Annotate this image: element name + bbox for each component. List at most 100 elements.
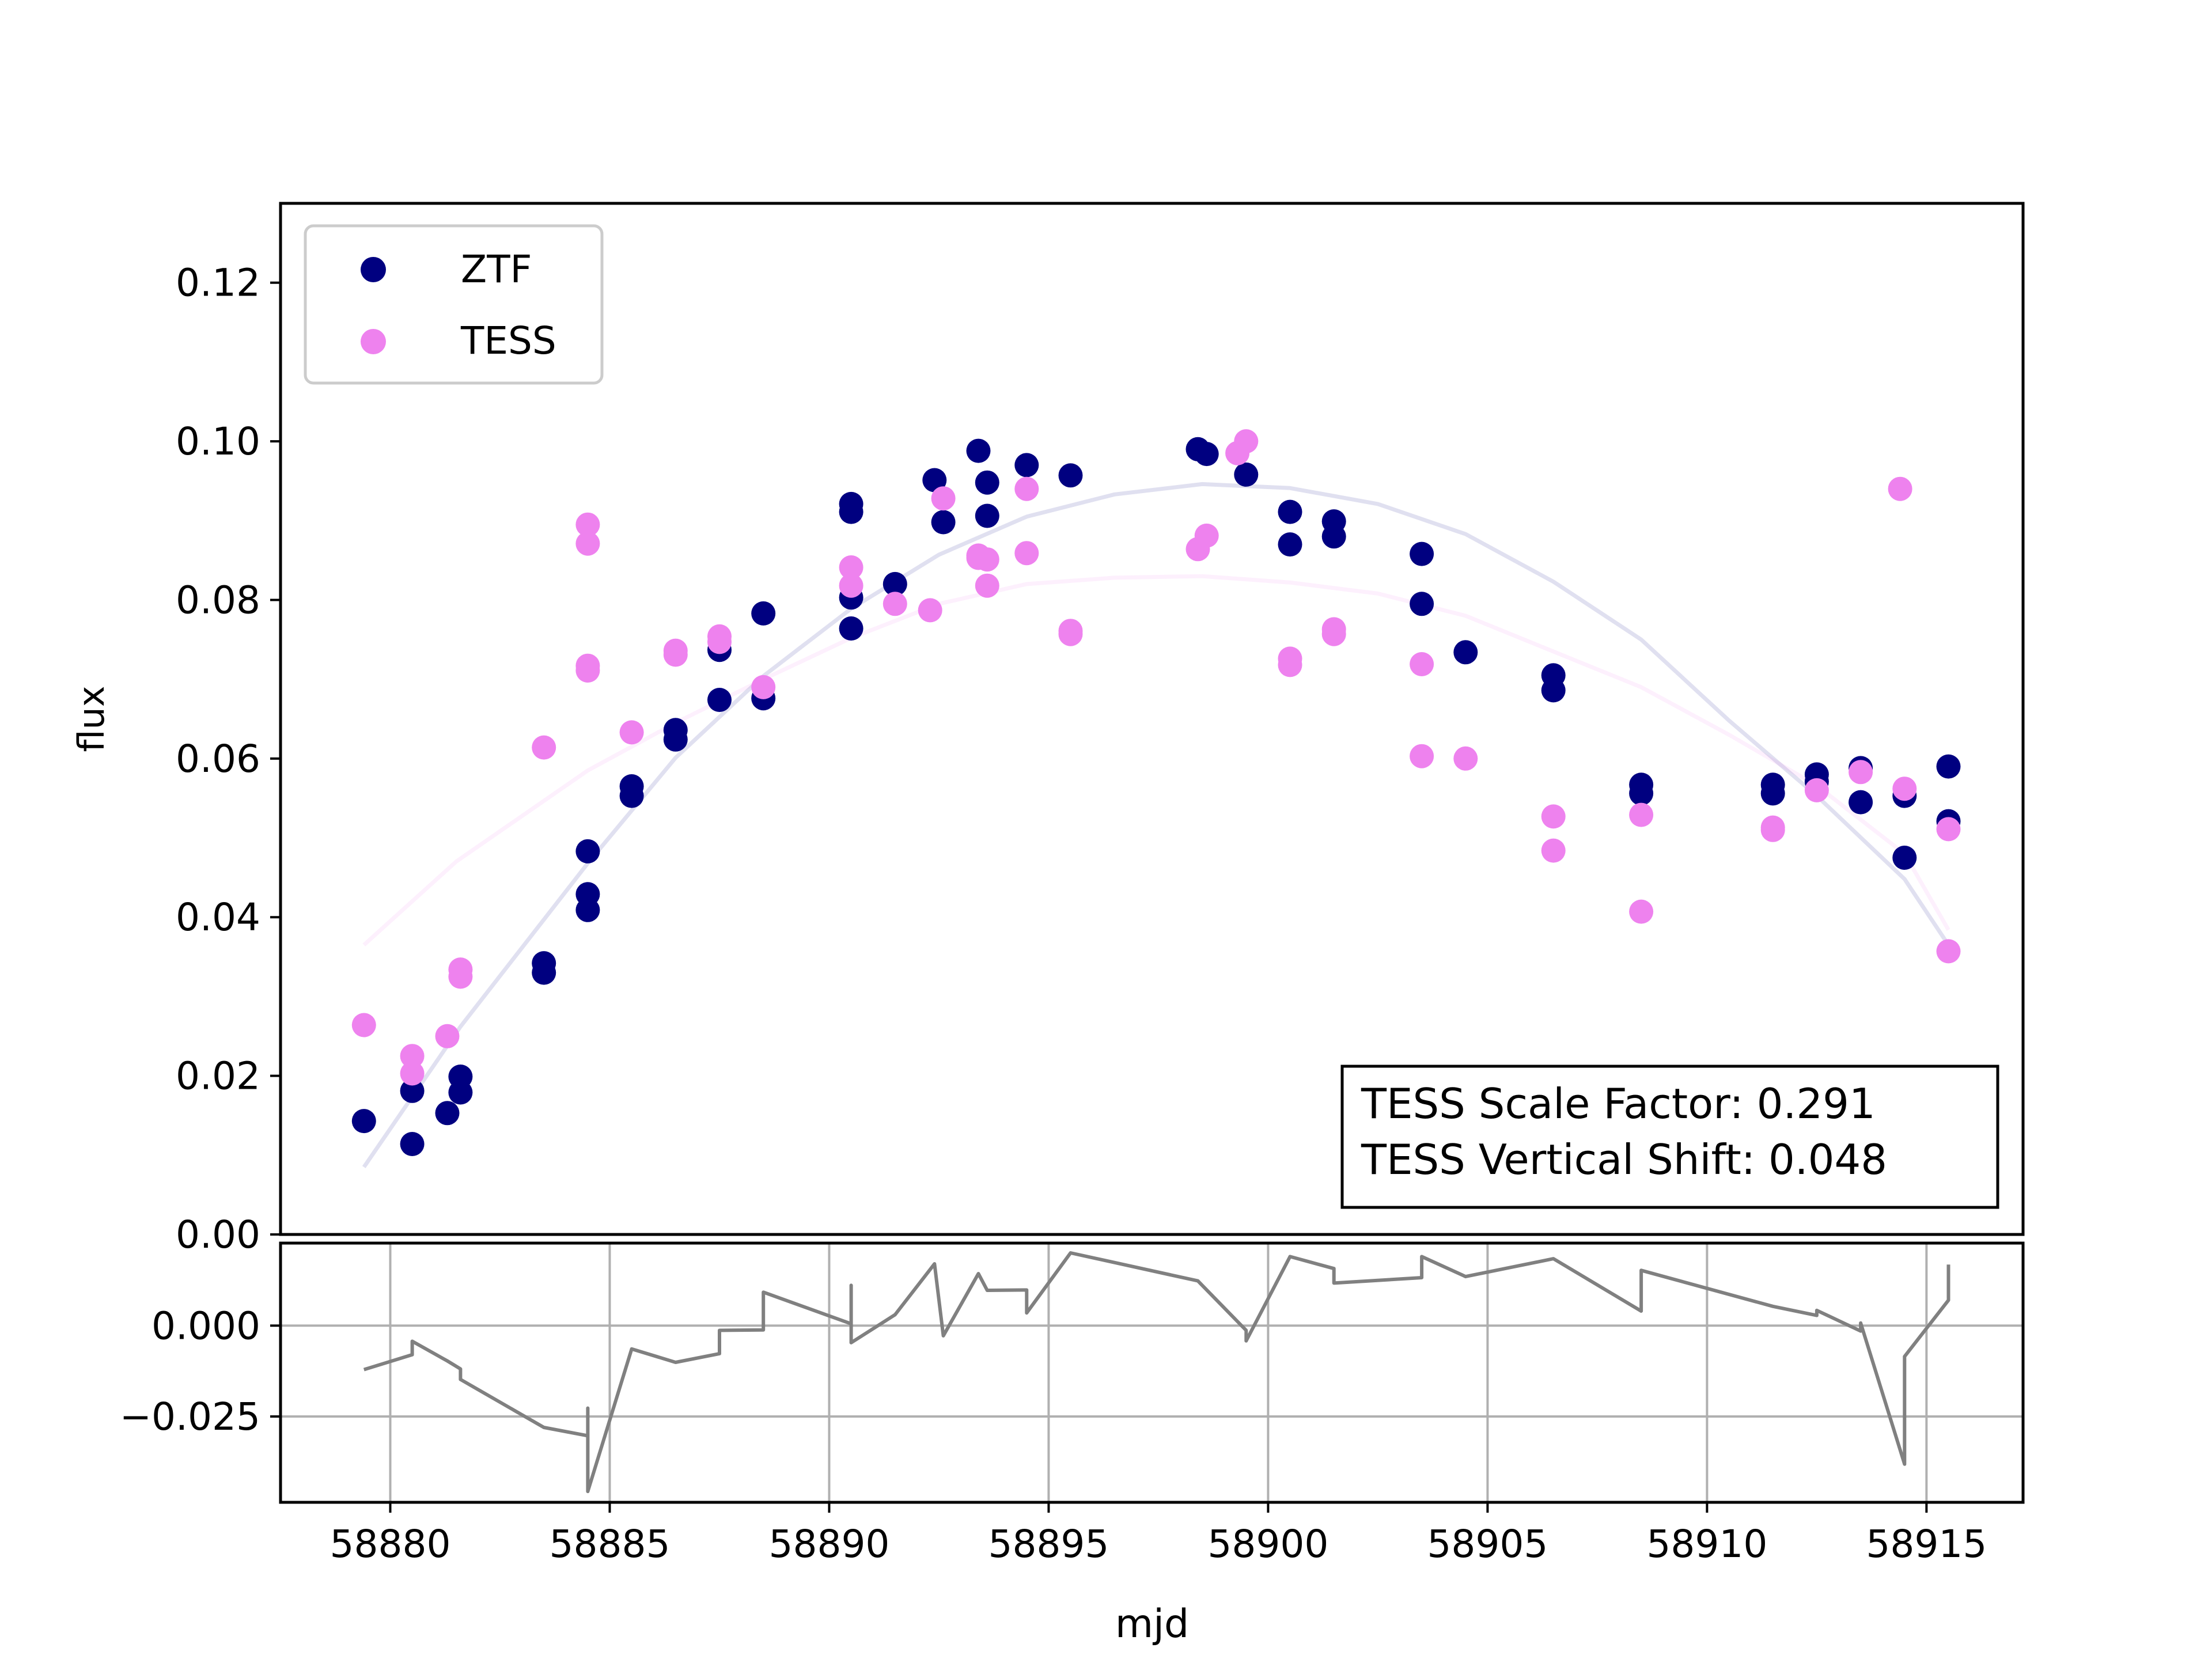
- ztf-point: [1892, 846, 1917, 870]
- ztf-point: [1410, 541, 1434, 566]
- tess-point: [448, 964, 473, 989]
- x-tick-label: 58900: [1207, 1522, 1328, 1566]
- ztf-point: [931, 510, 956, 535]
- tess-point: [1453, 746, 1478, 771]
- tess-point: [532, 735, 556, 760]
- residual-y-ticks: −0.025 0.000: [120, 1304, 281, 1439]
- tess-point: [1804, 778, 1829, 802]
- y-tick-label: 0.10: [176, 419, 260, 464]
- tess-point: [1410, 744, 1434, 768]
- ztf-point: [839, 499, 863, 524]
- y-tick-label: 0.00: [176, 1213, 260, 1257]
- ztf-point: [1014, 453, 1039, 478]
- ztf-point: [882, 571, 907, 596]
- legend-ztf-label: ZTF: [461, 247, 532, 291]
- annotation-vertical-shift: TESS Vertical Shift: 0.048: [1361, 1135, 1887, 1184]
- ztf-point: [1936, 754, 1961, 779]
- tess-point: [1888, 476, 1912, 501]
- tess-point: [619, 720, 644, 745]
- tess-point: [1936, 939, 1961, 964]
- x-tick-label: 58885: [549, 1522, 670, 1566]
- ztf-point: [975, 503, 999, 528]
- ztf-point: [1321, 524, 1346, 549]
- ztf-point: [1541, 678, 1566, 703]
- ztf-point: [1629, 781, 1654, 806]
- x-tick-label: 58890: [768, 1522, 889, 1566]
- tess-point: [575, 658, 600, 683]
- fit-curves: [362, 482, 1950, 1168]
- tess-point: [575, 512, 600, 537]
- tess-point: [1058, 622, 1083, 646]
- tess-point: [975, 573, 999, 598]
- ztf-point: [1278, 499, 1302, 524]
- tess-point: [1321, 622, 1346, 646]
- scatter-points: [351, 429, 1961, 1156]
- ztf-point: [922, 468, 947, 493]
- ztf-point: [448, 1080, 473, 1105]
- tess-point: [882, 592, 907, 616]
- y-tick-label: 0.04: [176, 895, 260, 940]
- residual-line: [363, 1251, 1950, 1494]
- ztf-point: [400, 1078, 425, 1103]
- residual-panel: −0.025 0.000 58880 58885 58890 58895 58900 589…: [120, 1241, 2025, 1647]
- tess-point: [1541, 804, 1566, 829]
- tess-point: [1936, 817, 1961, 842]
- tess-point: [1278, 653, 1302, 677]
- annotation-box: TESS Scale Factor: 0.291 TESS Vertical S…: [1340, 1065, 1999, 1209]
- ztf-point: [839, 616, 863, 641]
- y-tick-label: 0.02: [176, 1054, 260, 1099]
- ztf-fit-curve: [362, 482, 1950, 1168]
- ztf-point: [435, 1101, 460, 1126]
- y-axis-label: flux: [70, 685, 112, 752]
- ztf-point: [575, 839, 600, 863]
- legend-frame: [304, 224, 604, 385]
- tess-point: [1760, 817, 1785, 842]
- x-ticks: 58880 58885 58890 58895 58900 58905 58910 58915: [330, 1502, 1987, 1566]
- legend-tess-label: TESS: [460, 319, 556, 363]
- legend-tess-marker: [361, 329, 386, 354]
- ztf-point: [400, 1132, 425, 1156]
- tess-point: [1892, 777, 1917, 801]
- ztf-point: [975, 470, 999, 495]
- tess-fit-curve: [362, 574, 1950, 946]
- x-tick-label: 58915: [1866, 1522, 1987, 1566]
- ztf-point: [751, 601, 776, 626]
- tess-point: [1629, 899, 1654, 924]
- tess-point: [1014, 541, 1039, 566]
- legend: ZTF TESS: [304, 224, 604, 385]
- residual-axes-frame: [279, 1241, 2025, 1504]
- ztf-point: [663, 727, 688, 752]
- main-panel: 0.00 0.02 0.04 0.06 0.08 0.10 0.12 flux: [70, 202, 2025, 1257]
- tess-point: [400, 1044, 425, 1069]
- tess-point: [575, 531, 600, 556]
- tess-point: [751, 675, 776, 699]
- tess-point: [435, 1024, 460, 1048]
- tess-point: [707, 630, 732, 654]
- ztf-point: [1278, 532, 1302, 557]
- y-tick-label: −0.025: [120, 1395, 260, 1439]
- ztf-point: [1849, 790, 1873, 815]
- ztf-point: [707, 688, 732, 712]
- ztf-point: [351, 1109, 376, 1134]
- tess-point: [1014, 476, 1039, 501]
- tess-point: [400, 1061, 425, 1086]
- y-tick-label: 0.000: [151, 1304, 260, 1348]
- tess-point: [1410, 652, 1434, 676]
- tess-point: [918, 598, 942, 623]
- x-tick-label: 58905: [1427, 1522, 1548, 1566]
- ztf-point: [619, 783, 644, 808]
- tess-point: [1194, 523, 1219, 548]
- ztf-point: [1058, 463, 1083, 488]
- ztf-point: [532, 960, 556, 985]
- main-axes-frame: [279, 202, 2025, 1236]
- ztf-point: [966, 438, 991, 463]
- tess-point: [1234, 429, 1259, 454]
- ztf-point: [1453, 640, 1478, 665]
- tess-point: [1849, 760, 1873, 785]
- legend-ztf-marker: [361, 257, 386, 282]
- tess-point: [975, 547, 999, 572]
- x-tick-label: 58895: [988, 1522, 1109, 1566]
- ztf-point: [1410, 592, 1434, 616]
- residual-grid: [281, 1243, 2023, 1502]
- ztf-point: [1760, 781, 1785, 806]
